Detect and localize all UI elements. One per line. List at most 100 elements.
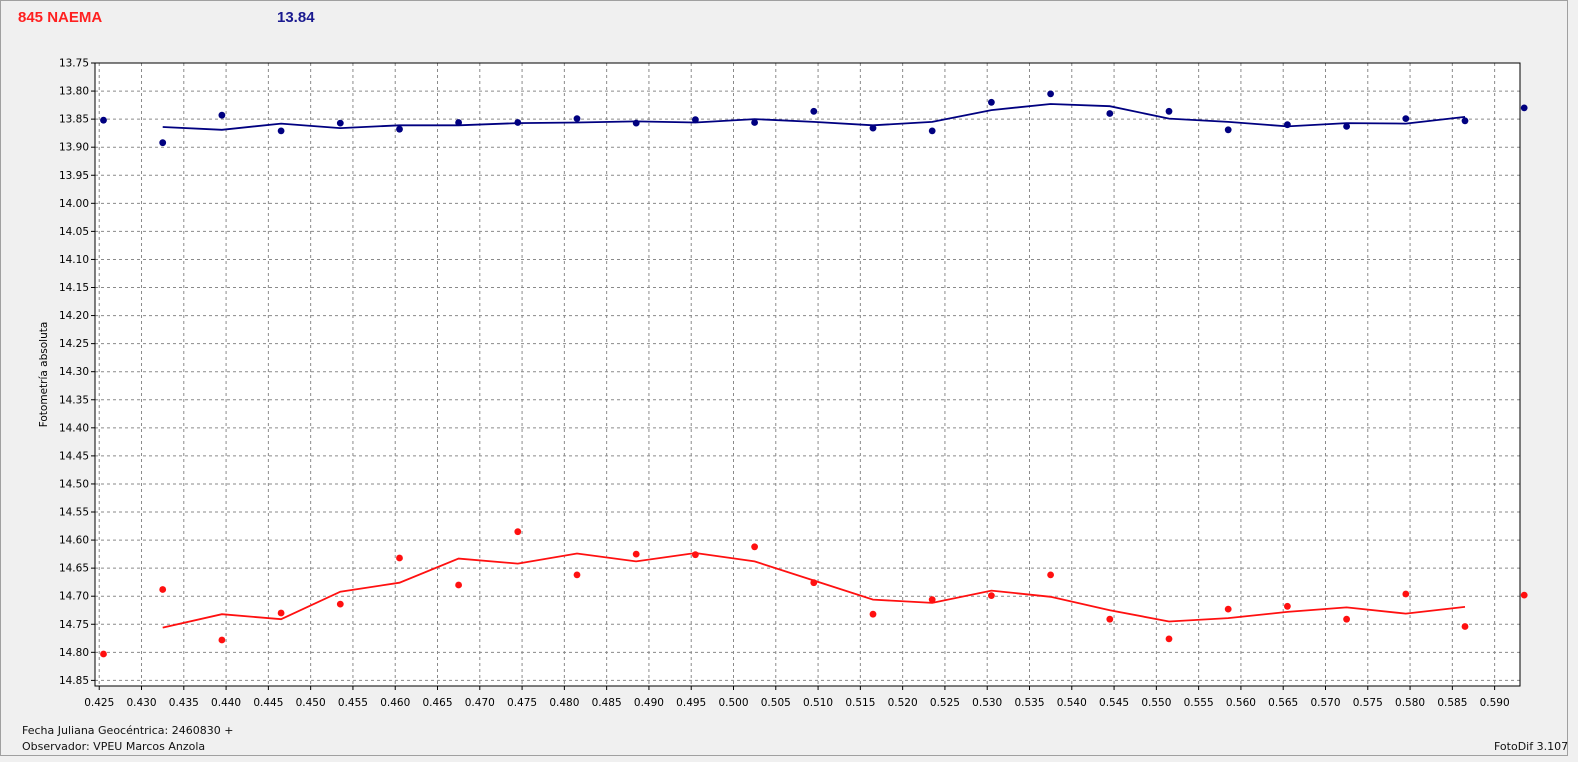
x-tick-label: 0.490 [634,697,664,709]
series-2-point [988,592,995,599]
y-tick-label: 14.20 [59,310,89,322]
y-tick-label: 14.05 [59,226,89,238]
series-2-point [218,636,226,644]
series-1-point [573,115,581,122]
series-1-point [100,116,107,124]
observer-value: VPEU Marcos Anzola [93,740,206,753]
x-tick-label: 0.550 [1141,697,1171,709]
series-1-point [988,98,995,106]
x-tick-label: 0.510 [803,697,833,709]
y-tick-label: 14.75 [59,619,89,631]
x-tick-label: 0.425 [84,697,114,709]
series-2-point [1106,615,1114,623]
x-tick-label: 0.460 [380,697,410,709]
x-tick-label: 0.555 [1184,697,1214,709]
series-2-point [277,609,285,617]
observer-row: Observador: VPEU Marcos Anzola [22,740,205,753]
series-1-point [810,107,818,115]
y-tick-label: 14.25 [59,338,89,350]
julian-date-row: Fecha Juliana Geocéntrica: 2460830 + [22,724,233,737]
y-tick-label: 14.60 [59,535,89,547]
series-2-point [632,550,640,558]
x-tick-label: 0.470 [465,697,495,709]
series-2-point [1343,615,1350,623]
y-tick-label: 14.30 [59,366,89,378]
julian-date-value: 2460830 + [171,724,234,737]
y-tick-label: 14.40 [59,422,89,434]
series-1-point [751,119,758,126]
x-tick-label: 0.435 [169,697,199,709]
x-tick-label: 0.480 [549,697,579,709]
series-2-point [810,579,818,587]
x-tick-label: 0.580 [1395,697,1425,709]
series-2-point [100,650,107,658]
series-2-point [1224,605,1232,613]
series-1-point [277,127,285,135]
x-tick-label: 0.525 [930,697,960,709]
series-2-point [869,610,877,618]
x-tick-label: 0.535 [1014,697,1044,709]
magnitude-value: 13.84 [277,9,315,26]
plot-border [94,62,1521,687]
series-1-point [632,119,640,127]
series-1-point [218,111,226,119]
plot-area [95,63,1520,686]
x-tick-label: 0.545 [1099,697,1129,709]
series-1-point [692,116,699,124]
y-tick-label: 14.80 [59,647,89,659]
x-tick-label: 0.565 [1268,697,1298,709]
y-tick-label: 14.10 [59,254,89,266]
x-tick-label: 0.515 [845,697,875,709]
x-tick-label: 0.495 [676,697,706,709]
series-2-point [159,586,167,593]
y-tick-label: 14.45 [59,450,89,462]
x-tick-label: 0.450 [296,697,326,709]
series-1-point [159,139,167,147]
series-2-point [336,600,344,608]
series-2-point [1165,635,1173,643]
software-version: FotoDif 3.107 [1494,740,1569,753]
y-tick-label: 13.75 [59,58,89,70]
series-2-point [514,528,522,536]
x-tick-label: 0.485 [592,697,622,709]
series-1-trend-line [162,103,1466,131]
y-tick-label: 14.55 [59,507,89,519]
y-tick-label: 14.70 [59,591,89,603]
x-tick-label: 0.430 [126,697,156,709]
series-1-point [1520,104,1528,112]
series-2-point [455,581,462,589]
x-tick-label: 0.575 [1353,697,1383,709]
series-1-point [1343,123,1350,130]
series-1-point [1047,90,1054,98]
x-tick-label: 0.540 [1057,697,1087,709]
series-2-point [1461,623,1469,630]
object-name-title: 845 NAEMA [18,9,103,26]
x-tick-label: 0.570 [1310,697,1340,709]
y-tick-label: 13.90 [59,142,89,154]
x-tick-label: 0.475 [507,697,537,709]
y-tick-label: 14.35 [59,394,89,406]
series-2-point [1284,602,1291,610]
series-1-point [455,119,462,126]
y-tick-label: 13.85 [59,114,89,126]
y-tick-label: 13.95 [59,170,89,182]
series-2-point [573,571,581,579]
series-2-point [396,554,403,562]
series-2-point [928,596,936,603]
series-1-point [336,119,344,127]
x-tick-label: 0.465 [422,697,452,709]
series-1-point [869,124,877,132]
y-axis-label: Fotometría absoluta [38,322,50,428]
observer-label: Observador: [22,740,90,753]
series-2-point [1520,591,1528,599]
x-tick-label: 0.500 [718,697,748,709]
y-tick-label: 13.80 [59,86,89,98]
x-tick-label: 0.585 [1437,697,1467,709]
series-2-point [751,543,758,551]
y-tick-label: 14.50 [59,478,89,490]
series-1-point [1106,110,1114,117]
series-1-point [1224,126,1232,134]
x-tick-label: 0.440 [211,697,241,709]
y-tick-label: 14.65 [59,563,89,575]
